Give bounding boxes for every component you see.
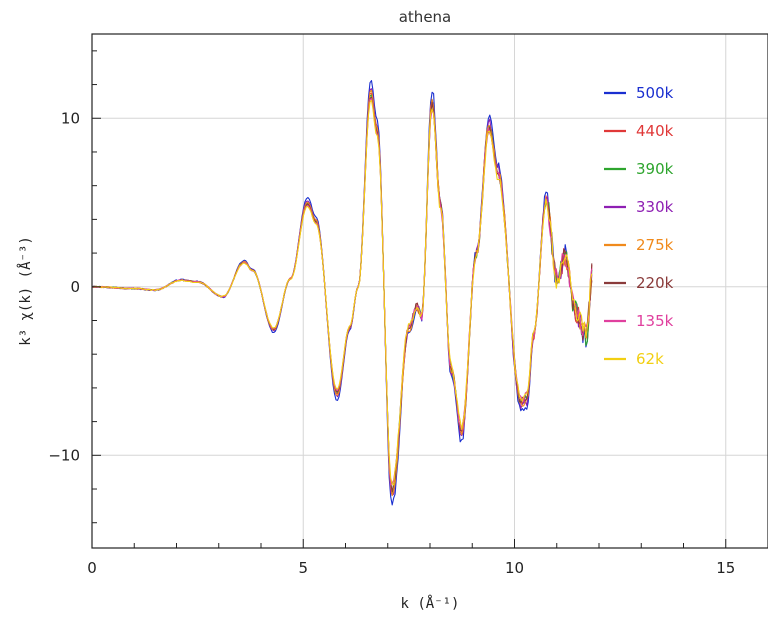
- series-line-390k: [91, 94, 593, 496]
- legend-label-275k: 275k: [636, 236, 674, 254]
- series-line-275k: [91, 89, 593, 497]
- series-line-135k: [91, 98, 593, 486]
- x-tick-label-2: 10: [505, 559, 524, 577]
- legend-label-330k: 330k: [636, 198, 674, 216]
- legend: 500k 440k 390k 330k 275k 220k 135k 62k: [604, 84, 674, 368]
- legend-label-62k: 62k: [636, 350, 664, 368]
- series-line-62k: [91, 99, 593, 486]
- x-tick-label-3: 15: [716, 559, 735, 577]
- legend-label-500k: 500k: [636, 84, 674, 102]
- legend-label-440k: 440k: [636, 122, 674, 140]
- series-line-220k: [91, 96, 593, 493]
- x-tick-label-0: 0: [87, 559, 97, 577]
- chart-title: athena: [399, 8, 452, 26]
- legend-label-220k: 220k: [636, 274, 674, 292]
- y-tick-label-2: 10: [61, 109, 80, 127]
- series-layer: [91, 80, 593, 506]
- series-line-330k: [91, 88, 593, 496]
- ticks: 0 5 10 15 −10 0 10: [48, 50, 768, 577]
- series-line-440k: [91, 92, 593, 496]
- x-axis-label: k (Å⁻¹): [400, 595, 459, 612]
- legend-label-135k: 135k: [636, 312, 674, 330]
- y-axis-label: k³ χ(k) (Å⁻³): [17, 236, 34, 346]
- legend-label-390k: 390k: [636, 160, 674, 178]
- series-line-500k: [91, 80, 593, 506]
- y-tick-label-1: 0: [70, 278, 80, 296]
- x-tick-label-1: 5: [298, 559, 308, 577]
- y-tick-label-0: −10: [48, 446, 80, 464]
